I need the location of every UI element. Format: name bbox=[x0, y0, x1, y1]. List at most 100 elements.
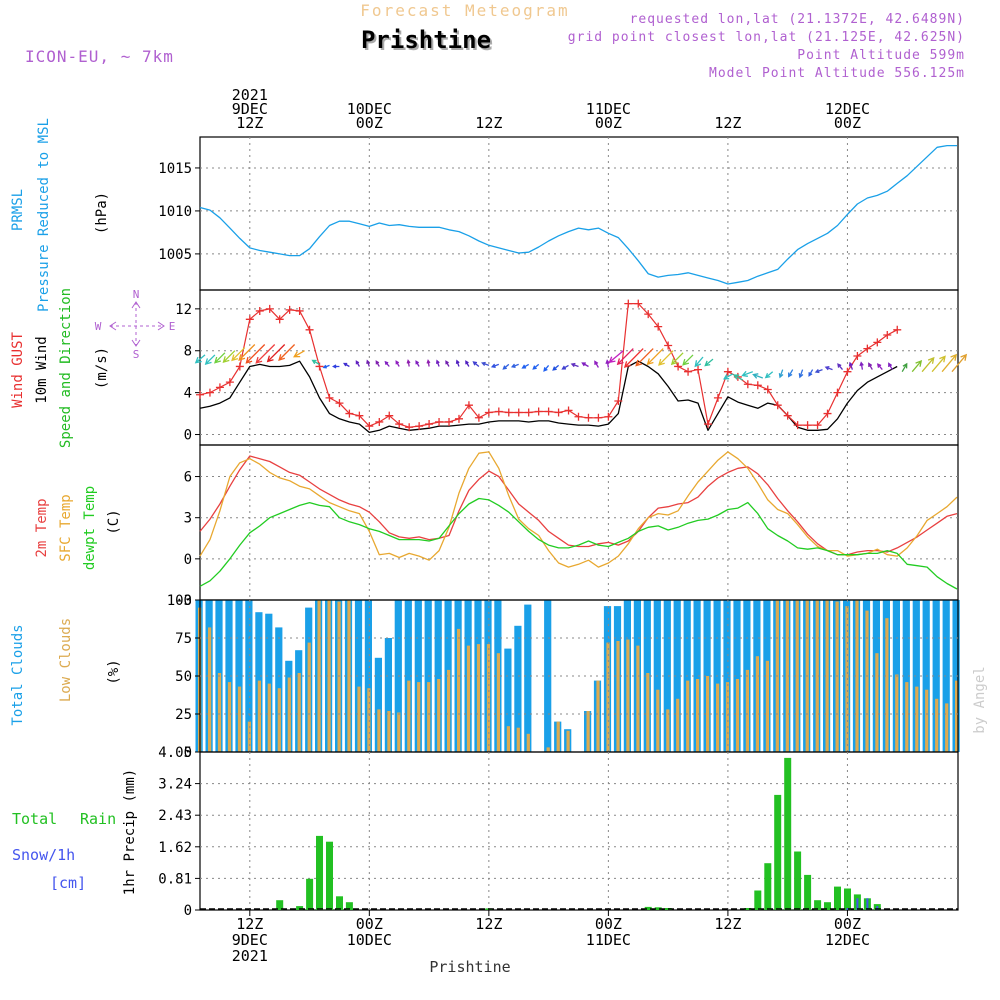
low-clouds-bar bbox=[566, 730, 570, 752]
wind-direction-arrow bbox=[278, 344, 296, 361]
wind-direction-arrow bbox=[868, 362, 873, 370]
credit-watermark: by Angel bbox=[972, 666, 988, 733]
wind-direction-arrow bbox=[490, 363, 500, 368]
rain-bar bbox=[316, 835, 323, 910]
wind-gust-marker bbox=[883, 331, 892, 340]
wind-direction-arrow bbox=[733, 374, 744, 381]
low-clouds-bar bbox=[626, 639, 630, 752]
wind-gust-marker bbox=[435, 417, 444, 426]
low-clouds-bar bbox=[457, 628, 461, 752]
low-clouds-bar bbox=[277, 688, 281, 752]
low-clouds-bar bbox=[795, 600, 799, 752]
pressure-line bbox=[199, 144, 957, 285]
wind-direction-arrow bbox=[670, 352, 684, 366]
wind-gust-marker bbox=[614, 397, 623, 406]
wind-direction-arrow bbox=[824, 366, 833, 371]
low-clouds-bar bbox=[616, 641, 620, 752]
precip-legend-unit: [cm] bbox=[50, 874, 86, 892]
total-clouds-bar bbox=[404, 600, 412, 752]
low-clouds-bar bbox=[745, 669, 749, 752]
wind-direction-arrow bbox=[343, 362, 350, 368]
low-clouds-bar bbox=[287, 677, 291, 752]
wind-ytick-label: 8 bbox=[184, 344, 192, 360]
wind-direction-arrow bbox=[355, 360, 360, 367]
wind-gust-marker bbox=[235, 362, 244, 371]
total-clouds-bar bbox=[733, 600, 741, 752]
wind-gust-marker bbox=[564, 406, 573, 415]
wind-gust-marker bbox=[684, 367, 693, 376]
wind-gust-marker bbox=[893, 325, 902, 334]
low-clouds-bar bbox=[217, 673, 222, 752]
wind-gust-marker bbox=[813, 421, 822, 430]
precip-legend-snow: Snow/1h bbox=[12, 846, 75, 864]
rain-bar bbox=[336, 896, 343, 910]
total-clouds-bar bbox=[384, 638, 392, 752]
wind-direction-arrow bbox=[682, 354, 694, 366]
precip-legend-total: Total bbox=[12, 810, 57, 828]
wind-gust-marker bbox=[853, 351, 862, 360]
low-clouds-bar bbox=[447, 669, 451, 752]
wind-ylabels: Wind GUST 10m Wind Speed and Direction (… bbox=[10, 288, 110, 448]
wind-gust-marker bbox=[584, 413, 593, 422]
wind-direction-arrow bbox=[798, 369, 804, 379]
pressure-ytick-label: 1010 bbox=[158, 204, 192, 220]
low-clouds-bar bbox=[765, 660, 769, 752]
low-clouds-bar bbox=[516, 727, 520, 752]
wind-gust-marker bbox=[395, 420, 404, 429]
wind-direction-arrow bbox=[931, 355, 946, 373]
low-clouds-bar bbox=[935, 698, 939, 752]
wind-direction-arrow bbox=[532, 363, 540, 370]
wind-frame bbox=[199, 289, 959, 446]
wind-gust-marker bbox=[554, 408, 563, 417]
compass-e: E bbox=[169, 320, 176, 333]
total-clouds-bar bbox=[942, 600, 950, 752]
low-clouds-bar bbox=[885, 618, 889, 752]
bottom-axis-label: 11DEC bbox=[586, 931, 631, 949]
low-clouds-bar bbox=[945, 703, 949, 752]
wind-direction-arrow bbox=[322, 364, 330, 369]
wind-direction-arrow bbox=[901, 362, 908, 373]
low-clouds-bar bbox=[656, 689, 660, 752]
low-clouds-bar bbox=[247, 721, 251, 752]
rain-bar bbox=[326, 841, 333, 910]
wind-gust-marker bbox=[275, 315, 284, 324]
snow-bar bbox=[866, 898, 869, 910]
precip-frame bbox=[199, 751, 959, 911]
compass-e-arrow bbox=[157, 321, 165, 331]
wind-gust-marker bbox=[355, 411, 364, 420]
low-clouds-bar bbox=[526, 733, 530, 752]
temp-sfc-line bbox=[199, 451, 958, 568]
low-clouds-bar bbox=[636, 645, 640, 752]
footer-location: Prishtine bbox=[429, 958, 510, 976]
wind-gust-marker bbox=[375, 417, 384, 426]
location-title-shadow: Prishtine bbox=[363, 28, 493, 56]
wind-direction-arrow bbox=[445, 360, 450, 367]
wind-gust-marker bbox=[315, 362, 324, 371]
compass-s: S bbox=[133, 348, 140, 361]
temp-ylabel-dewpt: dewpt Temp bbox=[82, 486, 98, 570]
low-clouds-bar bbox=[437, 679, 441, 752]
bottom-axis-label: 00Z bbox=[595, 915, 622, 933]
low-clouds-bar bbox=[506, 726, 510, 752]
wind-gust-marker bbox=[305, 325, 314, 334]
rain-bar bbox=[834, 886, 841, 910]
wind-gust-marker bbox=[753, 381, 762, 390]
wind-direction-arrow bbox=[245, 344, 266, 364]
clouds-ylabel-low: Low Clouds bbox=[58, 618, 74, 702]
wind-direction-arrow bbox=[594, 360, 599, 368]
low-clouds-bar bbox=[476, 644, 481, 752]
low-clouds-bar bbox=[666, 709, 670, 752]
wind-direction-arrow bbox=[658, 350, 674, 366]
bottom-axis-label: 9DEC bbox=[232, 931, 268, 949]
top-axis-label: 12Z bbox=[475, 114, 502, 132]
wind-gust-marker bbox=[574, 412, 583, 421]
wind-gust-marker bbox=[225, 378, 234, 387]
wind-direction-arrow bbox=[552, 364, 560, 371]
low-clouds-bar bbox=[835, 601, 839, 752]
wind-gust-marker bbox=[454, 414, 463, 423]
wind-ytick-label: 4 bbox=[184, 386, 192, 402]
temperature-frame bbox=[199, 444, 959, 601]
temperature-ylabels: 2m Temp SFC Temp dewpt Temp (C) bbox=[34, 486, 122, 570]
precip-ytick-label: 1.62 bbox=[158, 840, 192, 856]
wind-gust-marker bbox=[743, 380, 752, 389]
